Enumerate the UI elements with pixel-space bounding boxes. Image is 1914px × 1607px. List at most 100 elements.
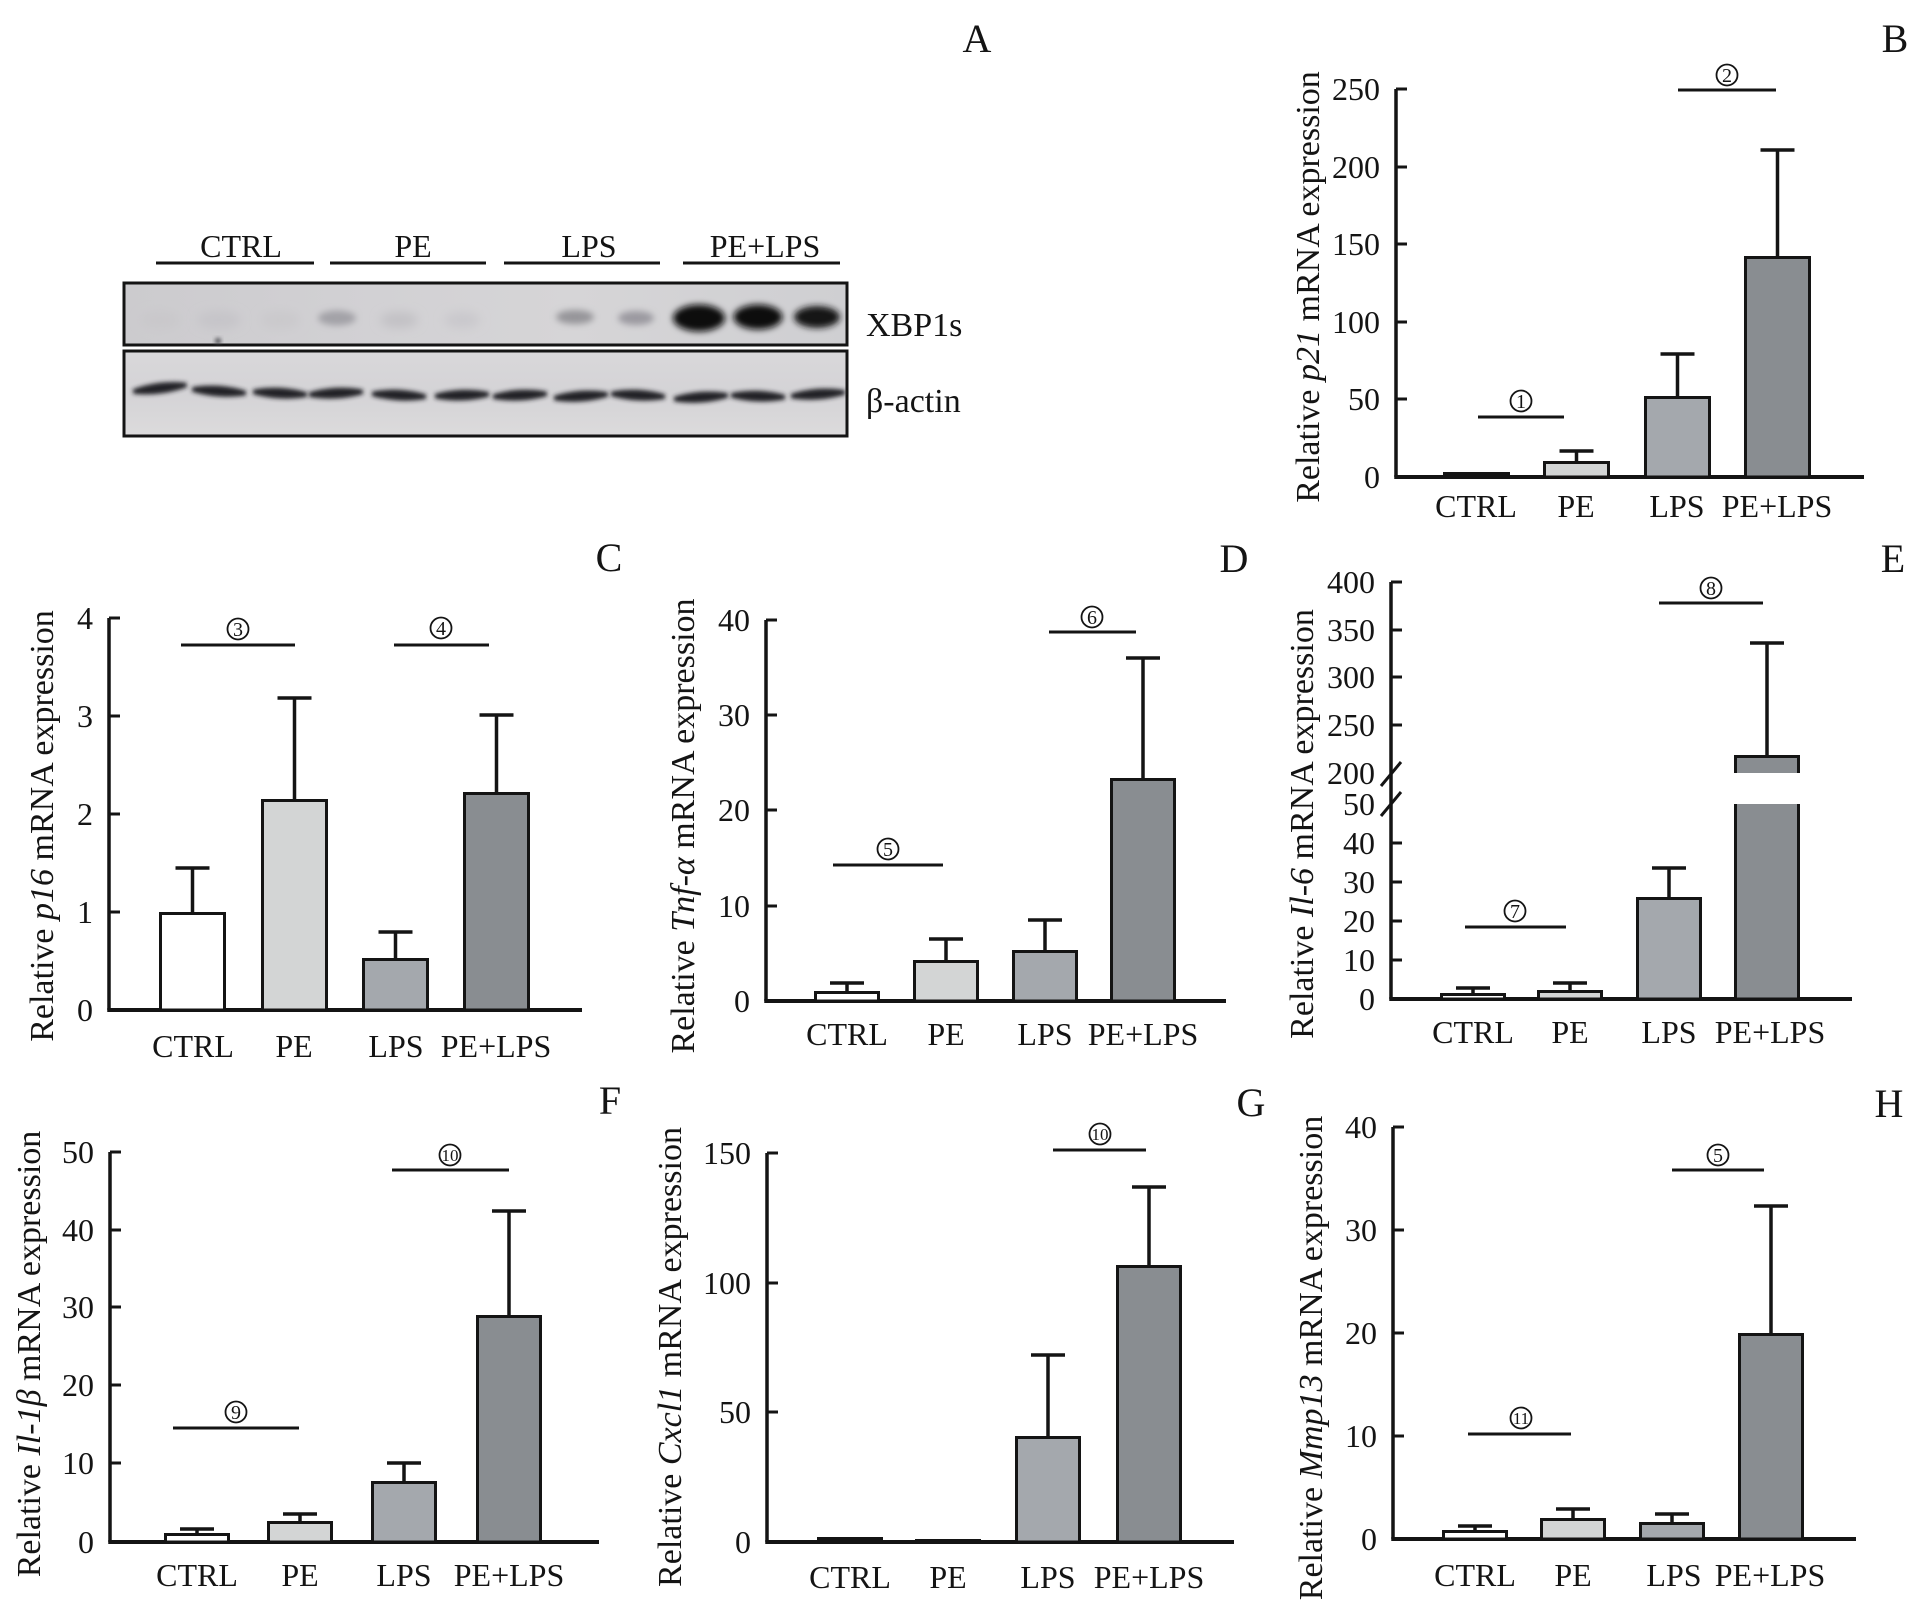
svg-text:CTRL: CTRL: [152, 1028, 234, 1064]
svg-text:PE: PE: [1557, 488, 1594, 524]
svg-text:400: 400: [1327, 564, 1375, 600]
svg-text:20: 20: [718, 792, 750, 828]
svg-text:0: 0: [735, 1524, 751, 1560]
svg-text:200: 200: [1327, 755, 1375, 791]
svg-text:PE: PE: [1551, 1014, 1588, 1050]
svg-text:PE: PE: [927, 1016, 964, 1052]
svg-text:350: 350: [1327, 612, 1375, 648]
svg-text:10: 10: [718, 888, 750, 924]
svg-text:PE+LPS: PE+LPS: [1088, 1016, 1199, 1052]
svg-text:30: 30: [718, 697, 750, 733]
svg-text:100: 100: [703, 1265, 751, 1301]
svg-text:LPS: LPS: [376, 1557, 431, 1593]
svg-text:7: 7: [1510, 901, 1520, 923]
svg-text:20: 20: [1343, 903, 1375, 939]
svg-text:XBP1s: XBP1s: [866, 307, 962, 344]
svg-text:300: 300: [1327, 659, 1375, 695]
svg-text:LPS: LPS: [1641, 1014, 1696, 1050]
svg-text:2: 2: [1722, 65, 1732, 87]
svg-text:8: 8: [1706, 578, 1716, 600]
svg-text:PE: PE: [281, 1557, 318, 1593]
svg-text:3: 3: [233, 619, 243, 641]
svg-text:A: A: [963, 16, 992, 61]
svg-text:E: E: [1881, 536, 1905, 581]
svg-text:20: 20: [1345, 1315, 1377, 1351]
svg-text:PE: PE: [275, 1028, 312, 1064]
svg-text:30: 30: [62, 1289, 94, 1325]
svg-text:10: 10: [62, 1445, 94, 1481]
svg-text:B: B: [1882, 16, 1909, 61]
svg-text:Relative p21 mRNA expression: Relative p21 mRNA expression: [1290, 71, 1327, 503]
svg-text:C: C: [596, 535, 623, 580]
svg-text:Relative Tnf-α mRNA expression: Relative Tnf-α mRNA expression: [665, 598, 702, 1053]
svg-text:10: 10: [442, 1146, 459, 1165]
svg-text:1: 1: [1516, 391, 1526, 413]
svg-text:6: 6: [1087, 607, 1097, 629]
svg-text:CTRL: CTRL: [809, 1559, 891, 1595]
svg-text:PE+LPS: PE+LPS: [1094, 1559, 1205, 1595]
svg-text:LPS: LPS: [1646, 1557, 1701, 1593]
svg-text:Relative Cxcl1 mRNA expression: Relative Cxcl1 mRNA expression: [652, 1127, 689, 1587]
svg-text:10: 10: [1345, 1418, 1377, 1454]
svg-text:50: 50: [719, 1394, 751, 1430]
svg-text:PE+LPS: PE+LPS: [710, 228, 821, 264]
svg-text:Relative p16 mRNA expression: Relative p16 mRNA expression: [24, 610, 61, 1042]
svg-text:PE+LPS: PE+LPS: [1722, 488, 1833, 524]
svg-text:4: 4: [77, 600, 93, 636]
svg-text:10: 10: [1343, 942, 1375, 978]
svg-text:0: 0: [1364, 459, 1380, 495]
svg-text:20: 20: [62, 1367, 94, 1403]
svg-text:LPS: LPS: [1017, 1016, 1072, 1052]
svg-text:0: 0: [78, 1524, 94, 1560]
svg-text:50: 50: [1343, 786, 1375, 822]
svg-text:30: 30: [1345, 1212, 1377, 1248]
svg-text:5: 5: [883, 839, 893, 861]
svg-text:100: 100: [1332, 304, 1380, 340]
svg-text:0: 0: [734, 983, 750, 1019]
svg-text:1: 1: [77, 894, 93, 930]
svg-text:PE: PE: [394, 228, 431, 264]
svg-text:PE+LPS: PE+LPS: [441, 1028, 552, 1064]
svg-text:β-actin: β-actin: [866, 383, 961, 420]
svg-text:CTRL: CTRL: [1435, 488, 1517, 524]
svg-text:CTRL: CTRL: [156, 1557, 238, 1593]
svg-text:30: 30: [1343, 864, 1375, 900]
svg-text:LPS: LPS: [368, 1028, 423, 1064]
svg-text:PE+LPS: PE+LPS: [454, 1557, 565, 1593]
svg-text:PE: PE: [929, 1559, 966, 1595]
svg-text:50: 50: [1348, 381, 1380, 417]
svg-text:5: 5: [1713, 1145, 1723, 1167]
svg-text:2: 2: [77, 796, 93, 832]
svg-text:CTRL: CTRL: [1434, 1557, 1516, 1593]
svg-text:50: 50: [62, 1134, 94, 1170]
svg-text:PE: PE: [1554, 1557, 1591, 1593]
svg-text:CTRL: CTRL: [1432, 1014, 1514, 1050]
svg-text:PE+LPS: PE+LPS: [1715, 1557, 1826, 1593]
svg-text:250: 250: [1327, 707, 1375, 743]
svg-text:H: H: [1875, 1081, 1904, 1126]
svg-text:250: 250: [1332, 71, 1380, 107]
svg-text:10: 10: [1092, 1125, 1109, 1144]
svg-text:40: 40: [1345, 1109, 1377, 1145]
svg-text:D: D: [1220, 536, 1249, 581]
svg-text:3: 3: [77, 698, 93, 734]
svg-text:F: F: [599, 1078, 621, 1123]
svg-text:40: 40: [718, 602, 750, 638]
svg-text:9: 9: [231, 1402, 241, 1424]
svg-text:0: 0: [77, 992, 93, 1028]
svg-text:LPS: LPS: [1649, 488, 1704, 524]
svg-text:40: 40: [62, 1212, 94, 1248]
svg-text:0: 0: [1361, 1521, 1377, 1557]
svg-text:4: 4: [436, 618, 446, 640]
svg-text:CTRL: CTRL: [806, 1016, 888, 1052]
svg-text:LPS: LPS: [561, 228, 616, 264]
svg-text:Relative Mmp13 mRNA expression: Relative Mmp13 mRNA expression: [1293, 1116, 1330, 1600]
svg-text:Relative Il-1β mRNA expression: Relative Il-1β mRNA expression: [11, 1131, 48, 1578]
svg-text:CTRL: CTRL: [200, 228, 282, 264]
svg-text:150: 150: [703, 1135, 751, 1171]
svg-text:G: G: [1237, 1080, 1266, 1125]
svg-text:PE+LPS: PE+LPS: [1715, 1014, 1826, 1050]
svg-text:11: 11: [1513, 1409, 1529, 1428]
svg-text:150: 150: [1332, 226, 1380, 262]
svg-text:Relative Il-6 mRNA expression: Relative Il-6 mRNA expression: [1284, 609, 1321, 1039]
